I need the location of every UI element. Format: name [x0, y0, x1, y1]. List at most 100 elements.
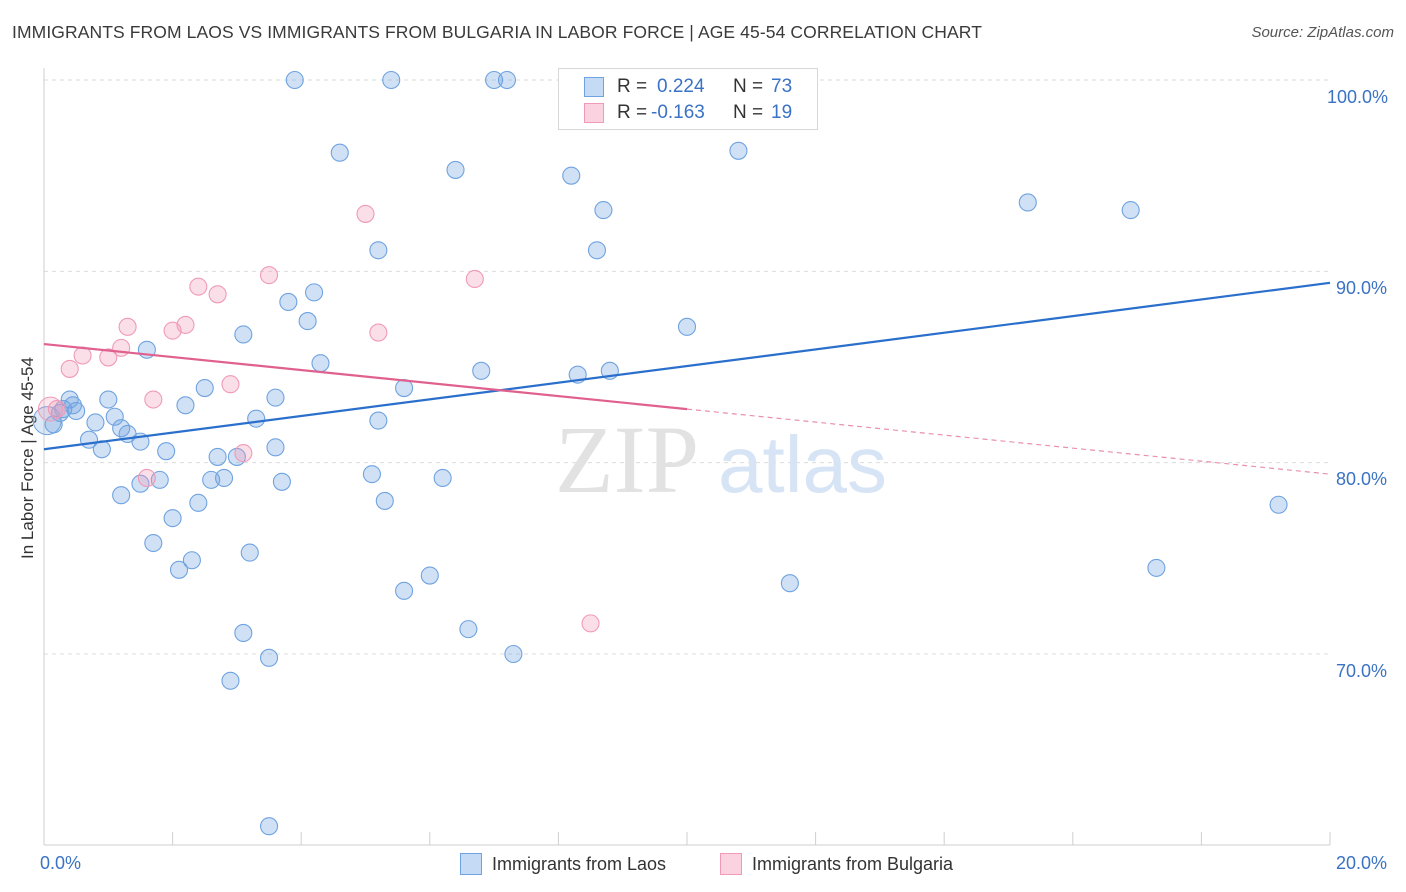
laos-point — [272, 472, 291, 491]
laos-point — [382, 70, 401, 90]
laos-point — [780, 574, 799, 593]
laos-point — [169, 560, 189, 579]
y-tick-80: 80.0% — [1336, 469, 1388, 489]
correlation-legend: R = 0.224 N = 73 R = -0.163 N = 19 — [558, 68, 818, 130]
bulgaria-point — [37, 396, 63, 422]
laos-points — [32, 70, 1288, 836]
laos-point — [677, 317, 697, 336]
laos-point — [266, 388, 285, 407]
bulgaria-point — [356, 204, 375, 223]
laos-point — [1269, 495, 1288, 514]
laos-point — [311, 354, 330, 373]
laos-point — [1121, 201, 1140, 220]
laos-point — [208, 447, 227, 466]
laos-point — [247, 409, 266, 428]
laos-point — [259, 817, 279, 836]
x-tick-min: 0.0% — [40, 853, 82, 873]
laos-point — [285, 70, 304, 90]
laos-point — [375, 491, 394, 510]
bulgaria-swatch — [584, 103, 604, 123]
laos-point — [472, 361, 491, 380]
x-tick-max: 20.0% — [1336, 853, 1388, 873]
laos-point — [305, 283, 324, 302]
laos-point — [86, 413, 105, 432]
laos-point — [112, 486, 131, 505]
bulgaria-trendline — [43, 342, 688, 411]
laos-point — [157, 442, 176, 461]
laos-point — [587, 241, 607, 260]
watermark: ZIP atlas — [555, 406, 887, 513]
bulgaria-point — [60, 359, 79, 378]
laos-point — [63, 396, 82, 415]
bulgaria-n-value: 19 — [771, 102, 793, 123]
laos-point — [497, 70, 517, 90]
laos-n-label: N = — [733, 76, 764, 97]
laos-point — [163, 509, 182, 528]
bulgaria-point — [47, 400, 66, 419]
bulgaria-points — [37, 204, 600, 633]
laos-point — [369, 411, 388, 430]
bulgaria-n-label: N = — [733, 102, 764, 123]
laos-point — [433, 468, 452, 488]
laos-point — [259, 648, 279, 667]
bottom-legend-bulgaria: Immigrants from Bulgaria — [720, 852, 953, 876]
watermark-atlas: atlas — [718, 420, 887, 509]
laos-point — [279, 292, 298, 311]
laos-point — [504, 644, 523, 664]
laos-point — [562, 166, 581, 185]
bottom-laos-swatch — [460, 853, 482, 875]
laos-point — [330, 143, 349, 162]
laos-point — [594, 201, 613, 220]
bulgaria-point — [208, 285, 227, 304]
laos-r-label: R = — [617, 76, 648, 97]
bottom-bulgaria-label: Immigrants from Bulgaria — [752, 853, 954, 874]
laos-point — [99, 390, 118, 409]
bulgaria-r-label: R = — [617, 102, 648, 123]
bulgaria-r-value: -0.163 — [651, 102, 705, 123]
bulgaria-point — [137, 468, 156, 488]
chart-title: IMMIGRANTS FROM LAOS VS IMMIGRANTS FROM … — [12, 22, 983, 42]
laos-point — [67, 401, 86, 421]
laos-point — [182, 551, 201, 570]
laos-point — [729, 141, 748, 160]
laos-point — [369, 241, 388, 260]
bulgaria-point — [369, 323, 388, 342]
bulgaria-point — [234, 444, 253, 463]
laos-point — [1147, 558, 1166, 577]
laos-point — [234, 623, 253, 643]
watermark-zip: ZIP — [555, 406, 699, 513]
y-tick-70: 70.0% — [1336, 661, 1388, 681]
y-tick-90: 90.0% — [1336, 278, 1388, 298]
laos-point — [1018, 193, 1037, 212]
laos-point — [420, 566, 439, 585]
laos-point — [266, 438, 285, 457]
bulgaria-point — [163, 321, 182, 340]
laos-point — [60, 390, 79, 409]
laos-r-value: 0.224 — [657, 76, 705, 97]
laos-point — [214, 468, 234, 488]
laos-point — [195, 378, 214, 398]
bulgaria-point — [99, 348, 118, 367]
bulgaria-point — [465, 269, 484, 289]
laos-point — [189, 493, 208, 512]
bulgaria-point — [118, 317, 137, 336]
laos-point — [105, 407, 124, 426]
bulgaria-point — [221, 375, 240, 394]
y-tick-100: 100.0% — [1327, 87, 1389, 107]
bulgaria-point — [144, 390, 163, 409]
laos-n-value: 73 — [771, 76, 793, 97]
laos-point — [446, 160, 465, 179]
laos-point — [395, 581, 414, 600]
bulgaria-point — [189, 277, 208, 296]
laos-trendline — [43, 281, 1331, 451]
laos-point — [298, 312, 317, 331]
source-label: Source: ZipAtlas.com — [1251, 24, 1394, 41]
bulgaria-point — [581, 614, 600, 633]
laos-point — [485, 70, 504, 90]
laos-swatch — [584, 77, 604, 97]
laos-point — [459, 620, 478, 639]
trendlines — [43, 281, 1331, 475]
bottom-legend-laos: Immigrants from Laos — [460, 852, 666, 876]
laos-point — [362, 465, 381, 484]
